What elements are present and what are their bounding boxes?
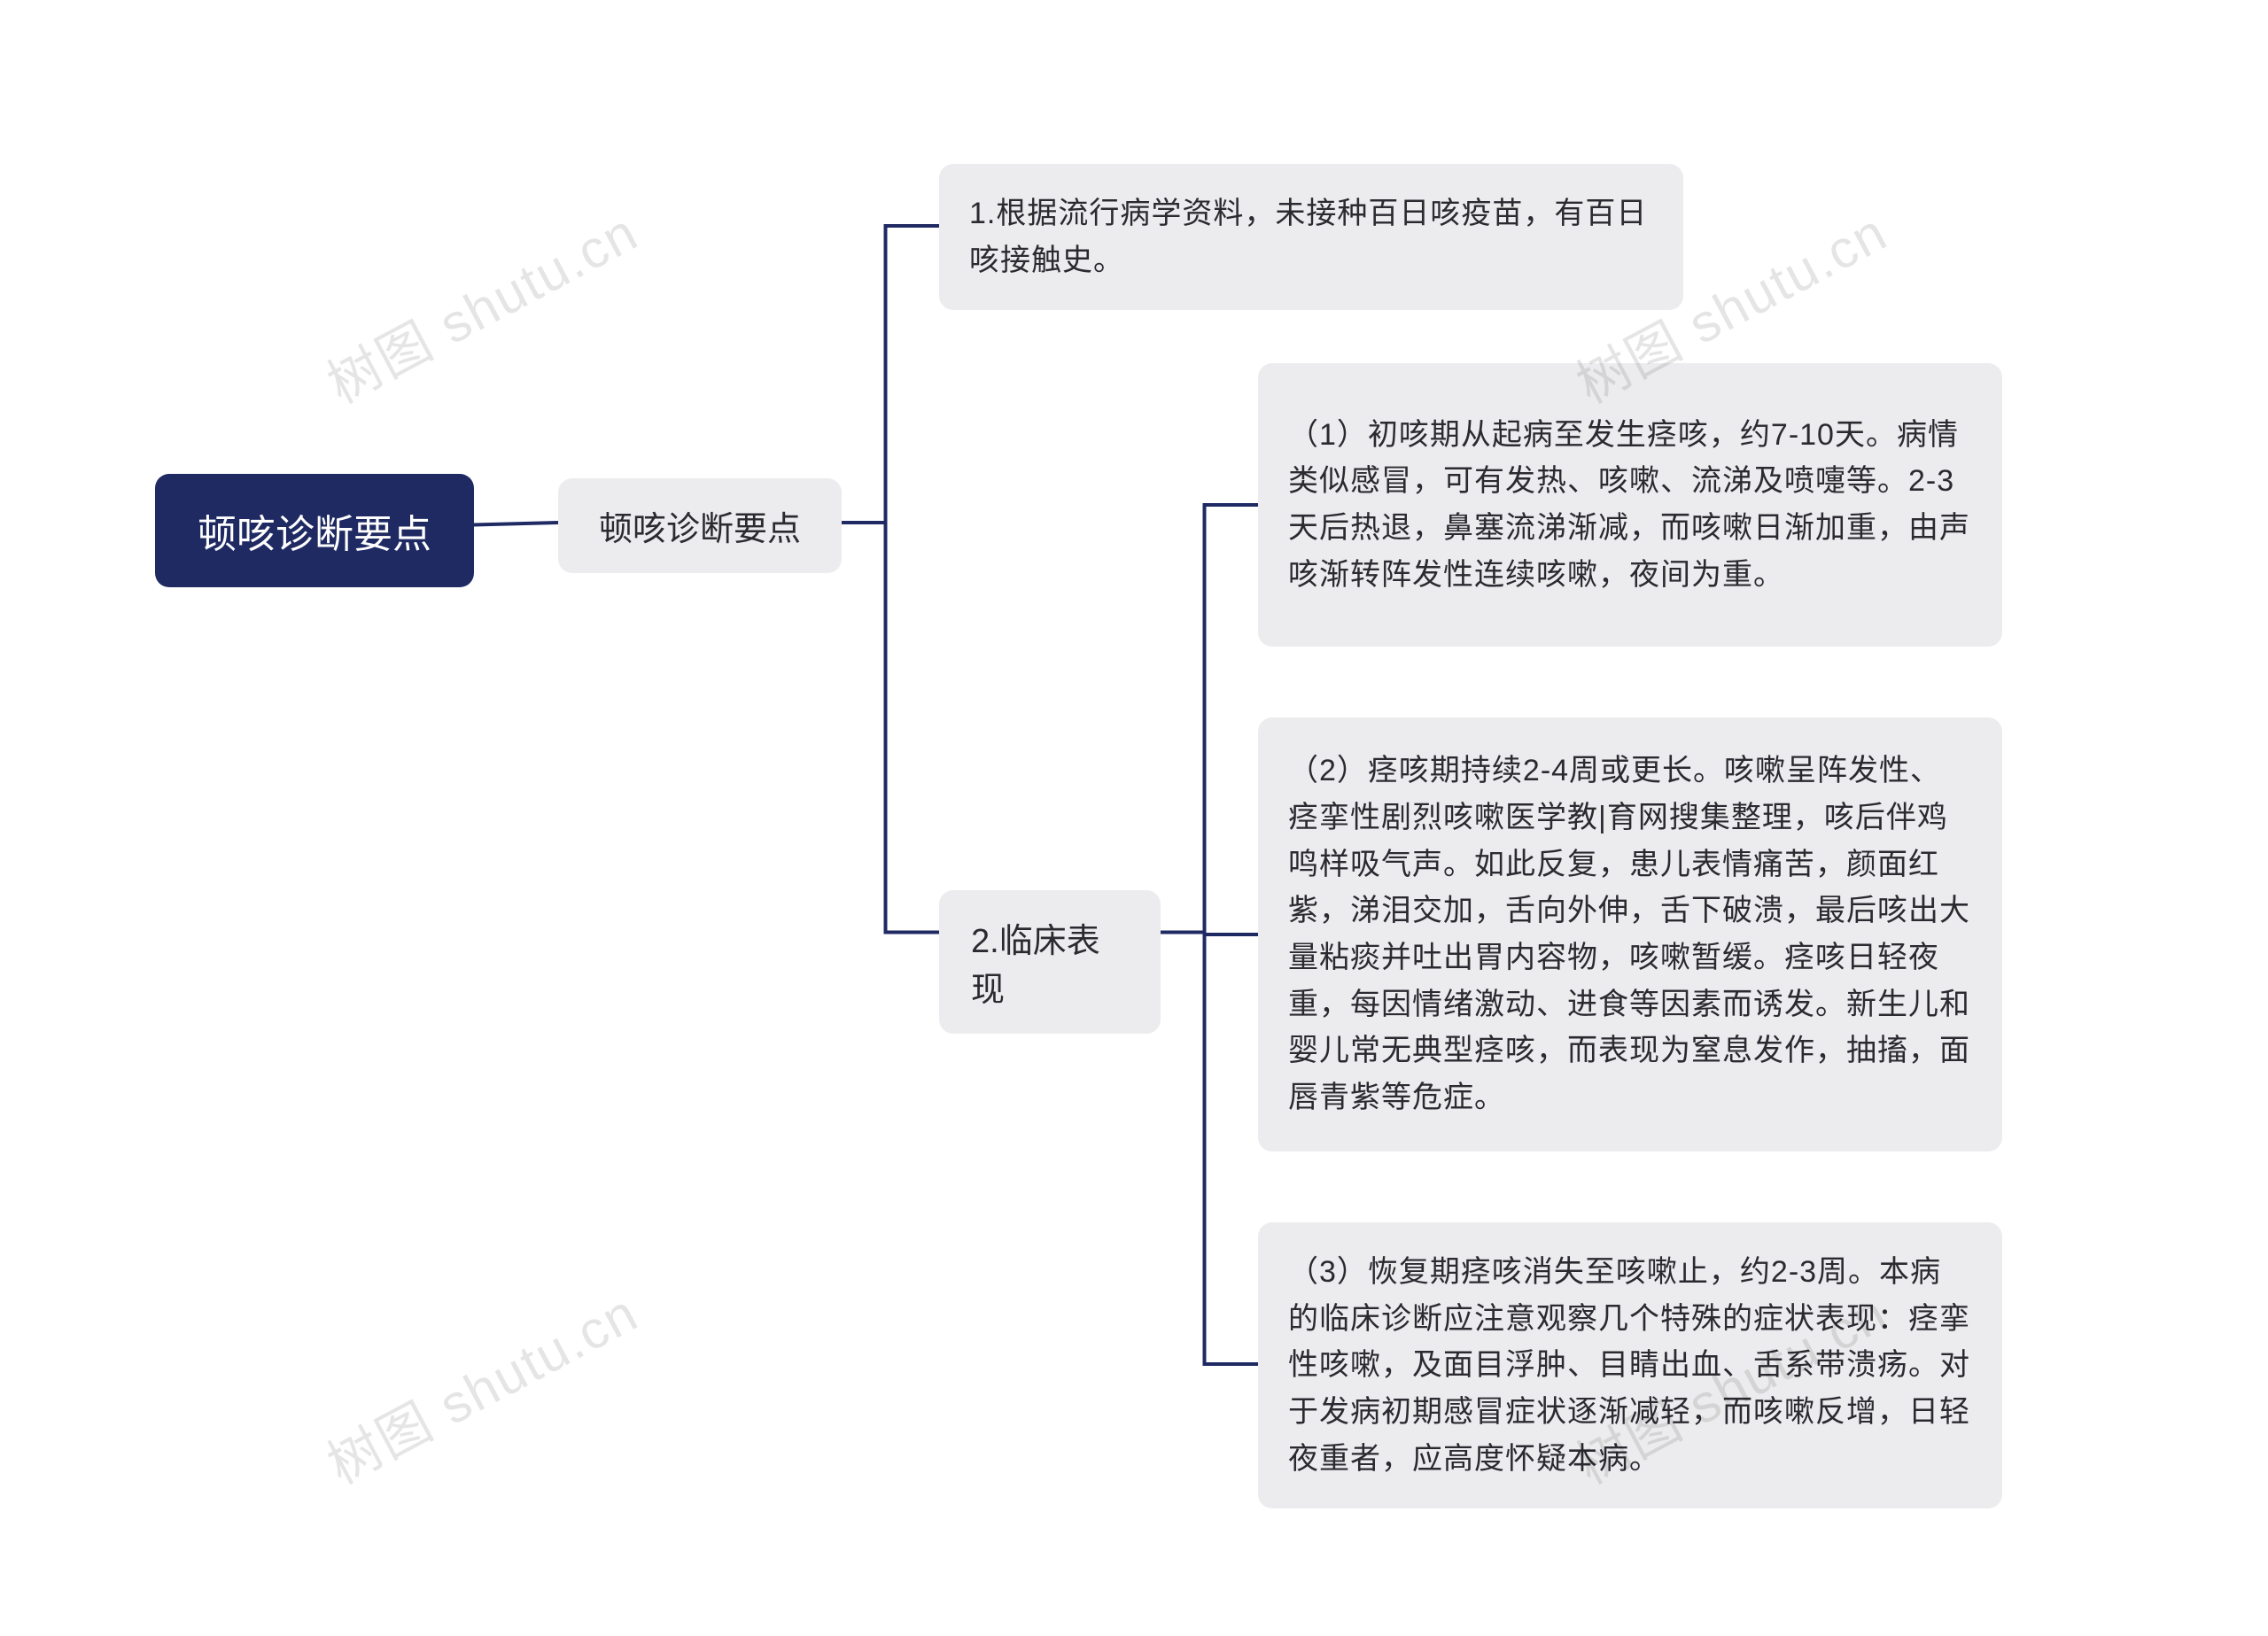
root-node[interactable]: 顿咳诊断要点 — [155, 474, 474, 587]
level1-node[interactable]: 顿咳诊断要点 — [558, 478, 842, 573]
branch-node-epidemiology[interactable]: 1.根据流行病学资料，未接种百日咳疫苗，有百日咳接触史。 — [939, 164, 1683, 310]
leaf-label: （1）初咳期从起病至发生痉咳，约7-10天。病情类似感冒，可有发热、咳嗽、流涕及… — [1288, 412, 1972, 599]
watermark: 树图 shutu.cn — [312, 190, 649, 419]
mindmap-canvas: 顿咳诊断要点 顿咳诊断要点 1.根据流行病学资料，未接种百日咳疫苗，有百日咳接触… — [0, 0, 2268, 1636]
root-label: 顿咳诊断要点 — [198, 502, 431, 559]
watermark: 树图 shutu.cn — [312, 1271, 649, 1500]
branch-label: 2.临床表现 — [971, 913, 1129, 1011]
level1-label: 顿咳诊断要点 — [599, 501, 801, 550]
branch-label: 1.根据流行病学资料，未接种百日咳疫苗，有百日咳接触史。 — [969, 190, 1653, 283]
leaf-label: （2）痉咳期持续2-4周或更长。咳嗽呈阵发性、痉挛性剧烈咳嗽医学教|育网搜集整理… — [1288, 748, 1972, 1121]
branch-node-clinical[interactable]: 2.临床表现 — [939, 890, 1161, 1034]
leaf-node-stage1[interactable]: （1）初咳期从起病至发生痉咳，约7-10天。病情类似感冒，可有发热、咳嗽、流涕及… — [1258, 363, 2002, 647]
leaf-node-stage2[interactable]: （2）痉咳期持续2-4周或更长。咳嗽呈阵发性、痉挛性剧烈咳嗽医学教|育网搜集整理… — [1258, 717, 2002, 1151]
